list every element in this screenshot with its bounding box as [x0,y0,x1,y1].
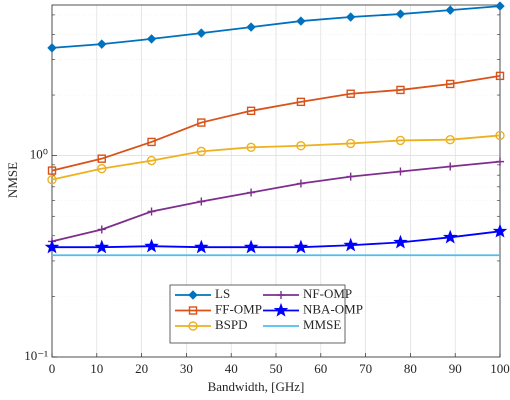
marker [445,135,455,145]
marker [495,130,505,141]
marker [147,207,156,216]
legend-label: NF-OMP [303,286,352,301]
y-tick-label: 10⁰ [30,147,48,162]
marker [188,290,198,300]
marker [47,174,57,185]
marker [194,239,209,254]
x-tick-label: 10 [90,361,103,376]
marker [345,12,356,22]
marker [197,118,206,127]
marker [446,162,455,171]
legend-label: LS [215,286,230,301]
marker [396,85,405,95]
marker [146,34,157,44]
marker [188,321,198,331]
marker [147,137,156,147]
legend-label: NBA-OMP [303,301,363,316]
marker [345,138,356,149]
marker [277,291,285,299]
marker [97,225,106,234]
marker [146,155,157,166]
marker [346,89,355,98]
marker [442,229,458,244]
x-tick-label: 60 [314,361,327,376]
x-tick-label: 100 [490,361,510,376]
x-tick-label: 20 [135,361,148,376]
x-tick-label: 50 [270,361,283,376]
marker [246,106,256,116]
series-line [52,230,501,249]
x-tick-label: 40 [225,361,238,376]
marker [296,16,306,26]
marker [495,71,505,81]
marker [197,197,206,206]
marker [296,141,306,151]
x-tick-label: 30 [180,361,193,376]
marker [97,154,106,163]
marker [395,135,406,146]
y-axis-label: NMSE [5,162,20,198]
marker [296,179,305,188]
legend-label: MMSE [303,317,341,332]
legend-label: FF-OMP [215,301,262,316]
series-line [51,160,501,243]
x-axis-label: Bandwidth, [GHz] [208,379,305,394]
series-line [51,74,501,172]
marker [97,163,107,174]
marker [144,238,159,253]
marker [246,142,256,153]
marker [395,9,406,19]
marker [196,146,207,157]
marker [296,97,306,107]
marker [496,157,504,166]
marker [94,239,110,254]
marker [246,22,256,32]
marker [273,302,289,317]
marker [47,166,57,175]
marker [346,172,355,181]
marker [446,79,455,89]
marker [393,234,408,249]
series-line [51,5,501,49]
marker [492,223,508,238]
marker [44,239,60,254]
y-tick-label: 10⁻¹ [24,348,48,363]
marker [47,43,57,53]
legend-label: BSPD [215,317,248,332]
marker [243,239,259,254]
marker [188,306,198,315]
marker [343,237,358,252]
x-tick-label: 80 [404,361,417,376]
marker [495,1,505,11]
marker [396,167,405,176]
marker [97,39,107,49]
series-line [51,134,501,181]
x-tick-label: 90 [449,361,462,376]
plot-frame [51,4,501,358]
x-tick-label: 0 [49,361,56,376]
x-tick-label: 70 [359,361,372,376]
marker [293,239,309,254]
marker [247,188,256,197]
marker [445,5,455,15]
marker [196,28,207,38]
